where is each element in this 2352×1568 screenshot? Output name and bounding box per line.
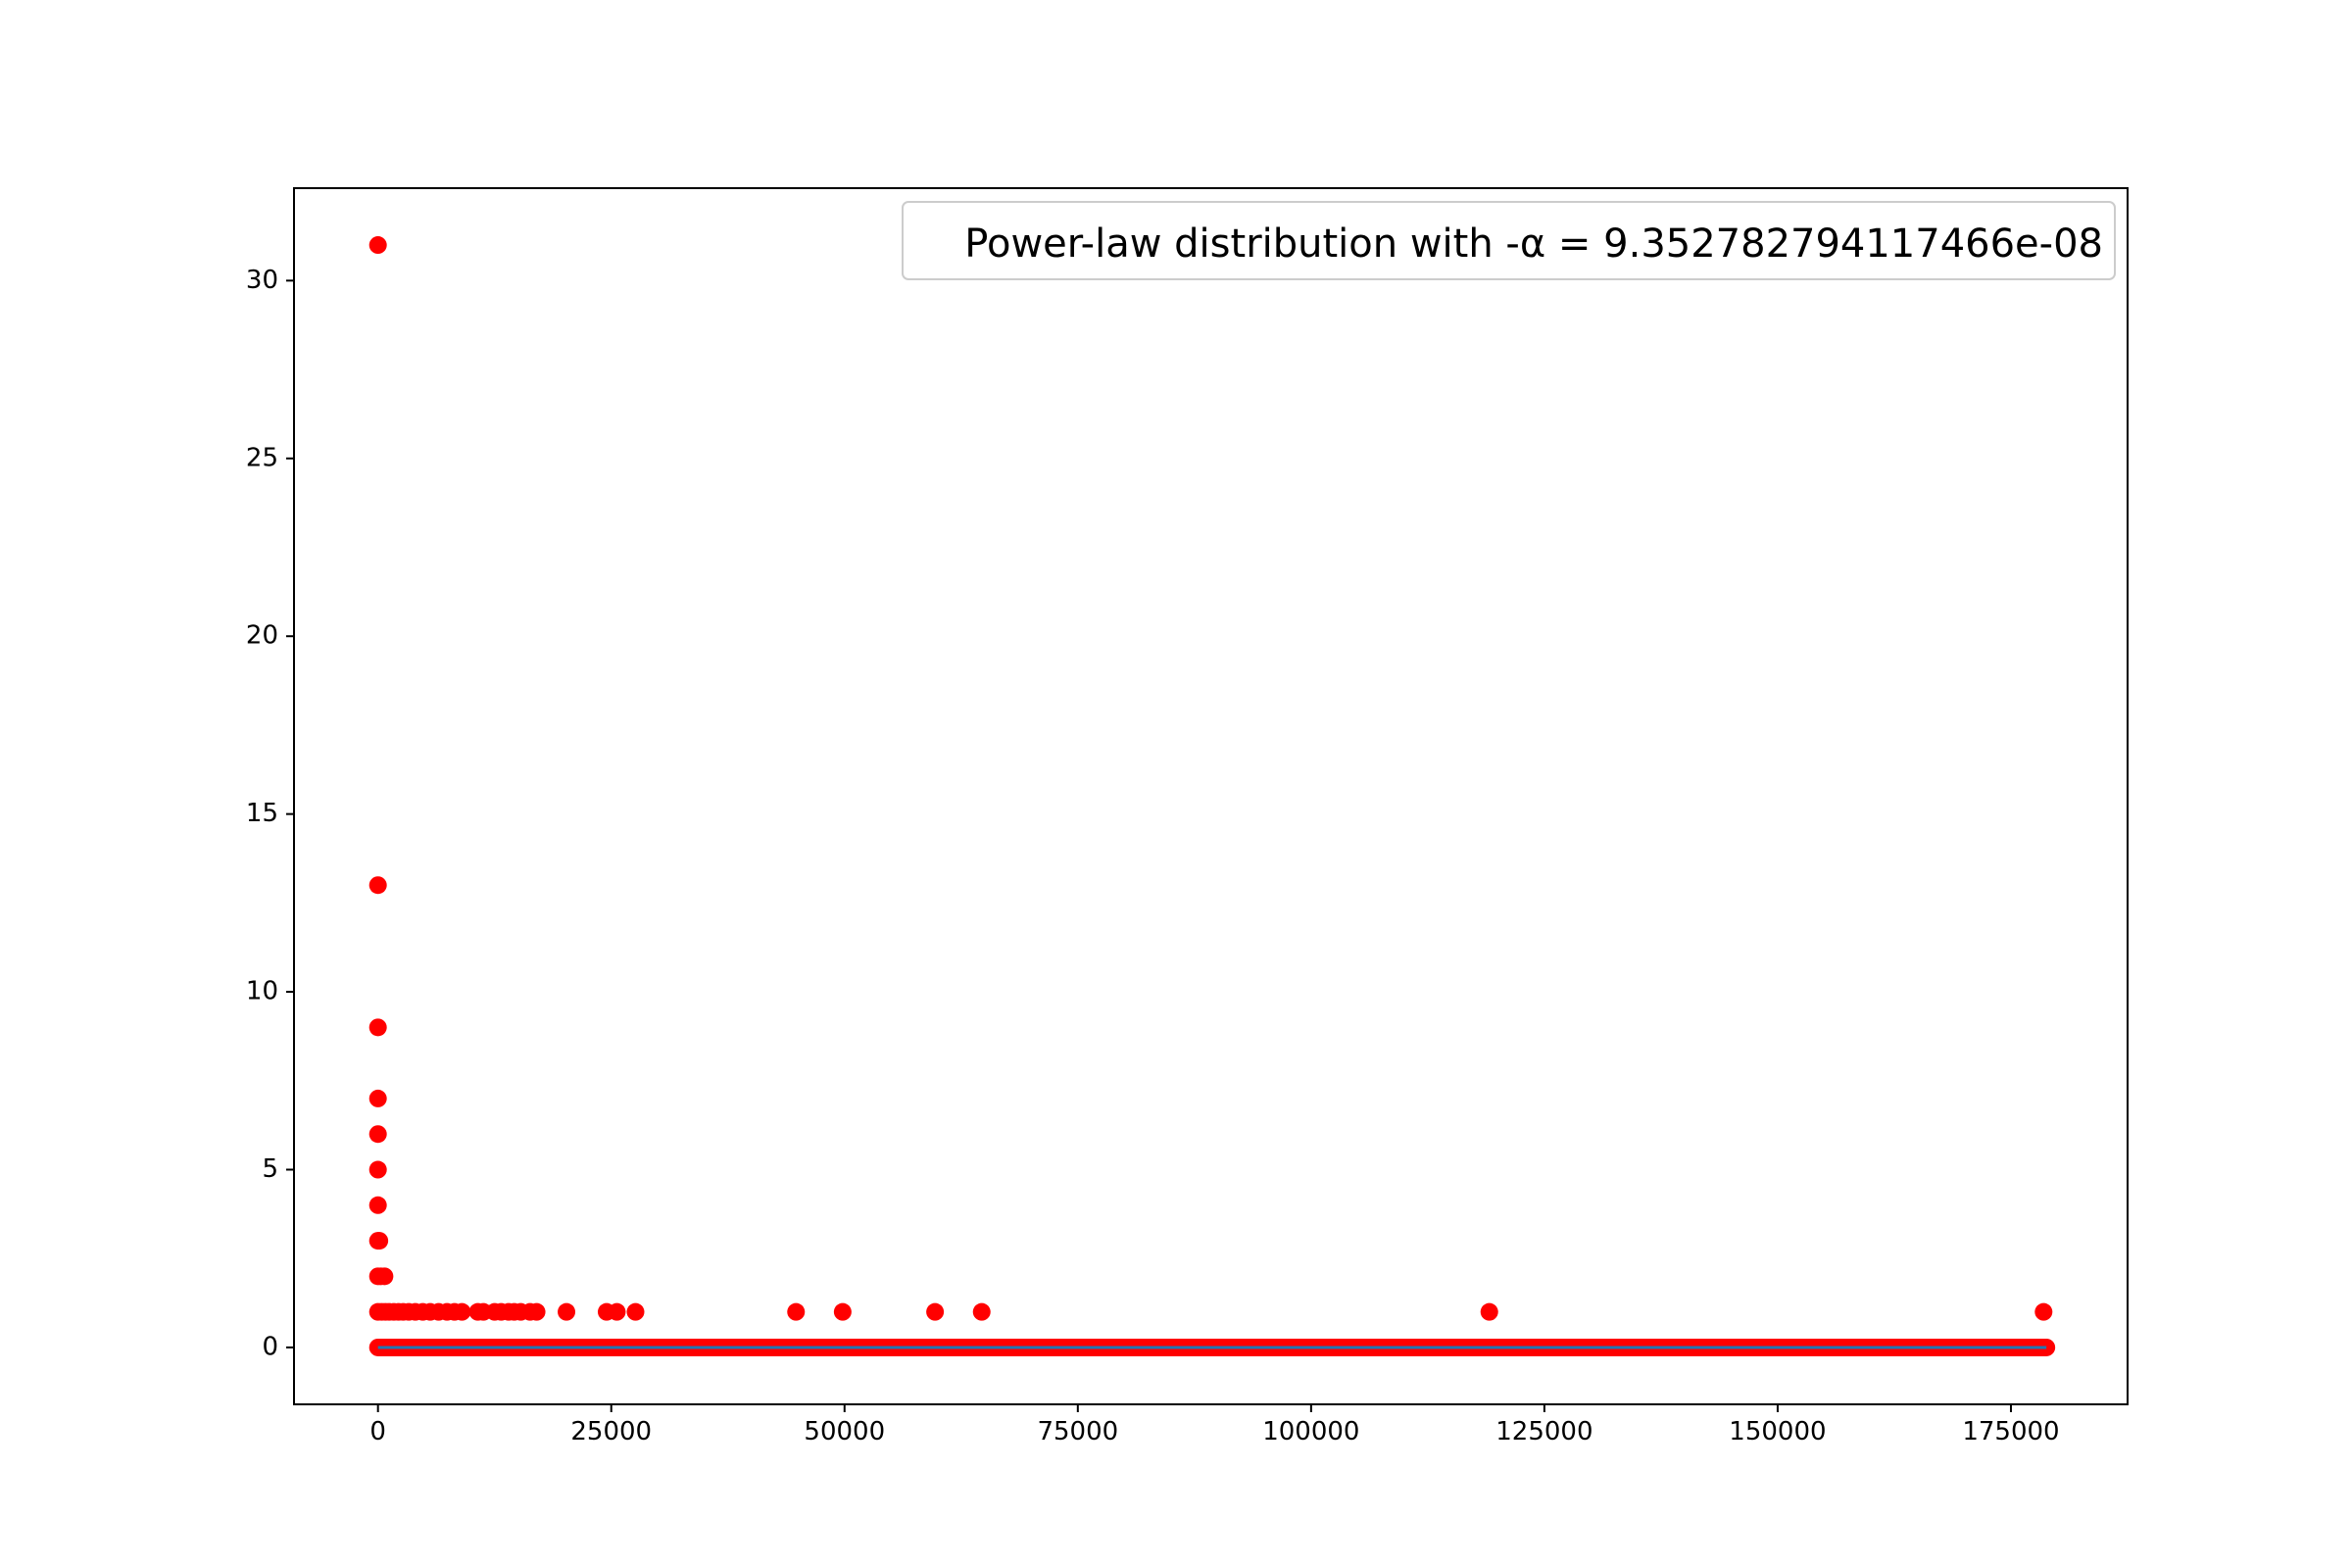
x-tick-label: 25000 bbox=[570, 1417, 652, 1446]
x-tick-label: 100000 bbox=[1262, 1417, 1359, 1446]
scatter-point bbox=[2034, 1302, 2053, 1321]
scatter-point bbox=[527, 1302, 546, 1321]
scatter-point bbox=[368, 1018, 387, 1037]
plot-frame bbox=[293, 187, 2129, 1405]
scatter-point bbox=[370, 1232, 389, 1250]
scatter-point bbox=[833, 1302, 852, 1321]
x-tick-label: 125000 bbox=[1495, 1417, 1592, 1446]
legend-label: Power-law distribution with -α = 9.35278… bbox=[964, 221, 2103, 267]
y-tick-label: 20 bbox=[246, 621, 278, 651]
scatter-point bbox=[787, 1302, 806, 1321]
legend-box bbox=[902, 201, 2116, 280]
scatter-point bbox=[972, 1302, 991, 1321]
y-tick-label: 25 bbox=[246, 443, 278, 472]
scatter-point bbox=[368, 236, 387, 255]
scatter-point bbox=[368, 1125, 387, 1144]
scatter-point bbox=[368, 1089, 387, 1107]
x-tick-label: 75000 bbox=[1037, 1417, 1118, 1446]
scatter-point bbox=[626, 1302, 645, 1321]
y-tick-label: 0 bbox=[262, 1332, 278, 1361]
scatter-point bbox=[926, 1302, 945, 1321]
scatter-point bbox=[453, 1302, 471, 1321]
scatter-point bbox=[368, 876, 387, 895]
y-tick-label: 30 bbox=[246, 266, 278, 295]
data-marks bbox=[368, 236, 2056, 1356]
plot-area bbox=[294, 188, 2128, 1404]
x-tick-label: 0 bbox=[369, 1417, 386, 1446]
scatter-point bbox=[558, 1302, 576, 1321]
scatter-point bbox=[1480, 1302, 1498, 1321]
y-tick-label: 10 bbox=[246, 977, 278, 1006]
scatter-point bbox=[608, 1302, 626, 1321]
x-tick-label: 50000 bbox=[804, 1417, 885, 1446]
scatter-point bbox=[375, 1267, 394, 1286]
x-tick-label: 150000 bbox=[1729, 1417, 1826, 1446]
scatter-point bbox=[368, 1196, 387, 1214]
scatter-point bbox=[368, 1160, 387, 1179]
x-tick-label: 175000 bbox=[1962, 1417, 2059, 1446]
y-tick-label: 15 bbox=[246, 799, 278, 828]
legend: Power-law distribution with -α = 9.35278… bbox=[902, 201, 2116, 280]
axes: 0 25000 50000 75000 100000 125000 150000 175000… bbox=[246, 266, 2060, 1446]
y-tick-label: 5 bbox=[262, 1154, 278, 1184]
